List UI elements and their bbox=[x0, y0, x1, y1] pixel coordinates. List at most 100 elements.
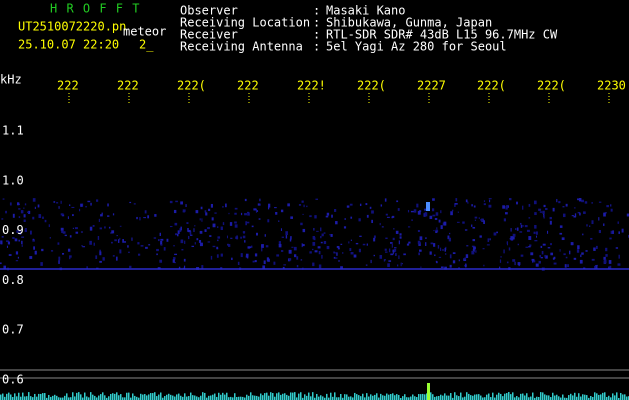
noise-dot bbox=[74, 227, 78, 230]
noise-dot bbox=[559, 249, 561, 252]
baseline-noise bbox=[96, 397, 98, 400]
baseline-noise bbox=[142, 394, 144, 400]
baseline-noise bbox=[586, 395, 588, 400]
noise-dot bbox=[280, 250, 284, 252]
noise-dot bbox=[184, 240, 186, 244]
noise-dot bbox=[99, 227, 102, 230]
noise-dot bbox=[301, 200, 304, 203]
noise-dot bbox=[593, 247, 596, 251]
noise-dot bbox=[562, 206, 565, 208]
baseline-noise bbox=[326, 393, 328, 400]
noise-dot bbox=[259, 198, 261, 202]
noise-dot bbox=[160, 238, 164, 241]
noise-dot bbox=[598, 217, 600, 221]
noise-dot bbox=[573, 215, 577, 218]
baseline-noise bbox=[348, 396, 350, 400]
baseline-noise bbox=[190, 392, 192, 400]
noise-dot bbox=[20, 210, 24, 214]
noise-dot bbox=[207, 241, 211, 243]
noise-dot bbox=[505, 205, 508, 210]
noise-dot bbox=[379, 222, 381, 226]
noise-dot bbox=[283, 264, 286, 266]
baseline-noise bbox=[608, 395, 610, 400]
noise-dot bbox=[467, 201, 469, 204]
noise-dot bbox=[8, 254, 12, 256]
noise-dot bbox=[474, 216, 478, 219]
baseline-noise bbox=[460, 392, 462, 400]
noise-dot bbox=[539, 254, 542, 258]
noise-dot bbox=[18, 208, 21, 210]
freq-label: 0.6 bbox=[2, 373, 24, 387]
noise-dot bbox=[312, 248, 314, 251]
counter: 2_ bbox=[139, 38, 154, 52]
noise-dot bbox=[617, 221, 619, 224]
noise-dot bbox=[610, 204, 612, 207]
noise-dot bbox=[559, 232, 563, 235]
baseline-noise bbox=[300, 392, 302, 400]
noise-dot bbox=[609, 265, 612, 270]
noise-dot bbox=[483, 203, 486, 206]
noise-dot bbox=[303, 204, 305, 208]
noise-dot bbox=[217, 236, 221, 239]
baseline-noise bbox=[390, 394, 392, 400]
noise-dot bbox=[82, 246, 86, 248]
baseline-noise bbox=[20, 396, 22, 400]
noise-dot bbox=[508, 247, 511, 251]
baseline-noise bbox=[8, 392, 10, 400]
noise-dot bbox=[506, 261, 509, 264]
noise-dot bbox=[480, 219, 484, 221]
noise-dot bbox=[12, 213, 15, 218]
noise-dot bbox=[62, 231, 66, 234]
noise-dot bbox=[236, 235, 238, 240]
noise-dot bbox=[400, 262, 402, 267]
noise-dot bbox=[245, 255, 249, 258]
noise-dot bbox=[244, 240, 246, 243]
noise-dot bbox=[210, 255, 213, 260]
baseline-noise bbox=[234, 393, 236, 400]
noise-dot bbox=[175, 200, 178, 203]
noise-dot bbox=[147, 215, 150, 219]
noise-dot bbox=[267, 205, 270, 210]
noise-dot bbox=[234, 207, 238, 210]
noise-dot bbox=[183, 265, 186, 270]
baseline-noise bbox=[280, 394, 282, 400]
noise-dot bbox=[289, 238, 292, 242]
noise-dot bbox=[201, 265, 204, 269]
noise-dot bbox=[594, 265, 596, 270]
baseline-noise bbox=[116, 392, 118, 400]
noise-dot bbox=[15, 260, 19, 262]
baseline-noise bbox=[30, 396, 32, 400]
baseline-noise bbox=[232, 397, 234, 400]
noise-dot bbox=[160, 240, 163, 245]
noise-dot bbox=[210, 203, 213, 208]
noise-dot bbox=[254, 260, 257, 263]
noise-dot bbox=[57, 242, 60, 245]
baseline-noise bbox=[482, 397, 484, 400]
noise-dot bbox=[153, 237, 157, 239]
baseline-noise bbox=[486, 394, 488, 400]
noise-dot bbox=[300, 259, 303, 261]
noise-dot bbox=[23, 219, 26, 222]
noise-dot bbox=[443, 221, 447, 226]
noise-dot bbox=[528, 217, 531, 219]
baseline-noise bbox=[0, 394, 2, 400]
baseline-noise bbox=[478, 394, 480, 400]
noise-dot bbox=[169, 200, 173, 204]
noise-dot bbox=[296, 264, 299, 268]
noise-dot bbox=[366, 243, 368, 246]
noise-dot bbox=[267, 219, 270, 223]
noise-dot bbox=[29, 230, 32, 235]
tag: meteor bbox=[123, 25, 166, 39]
noise-dot bbox=[18, 216, 21, 219]
noise-dot bbox=[483, 264, 485, 267]
noise-dot bbox=[318, 264, 322, 269]
noise-dot bbox=[185, 204, 187, 208]
baseline-noise bbox=[64, 395, 66, 400]
noise-dot bbox=[395, 230, 399, 234]
noise-dot bbox=[424, 208, 427, 211]
noise-dot bbox=[71, 206, 75, 209]
noise-dot bbox=[262, 265, 266, 270]
baseline-noise bbox=[42, 393, 44, 400]
noise-dot bbox=[42, 216, 44, 219]
noise-dot bbox=[522, 225, 524, 227]
